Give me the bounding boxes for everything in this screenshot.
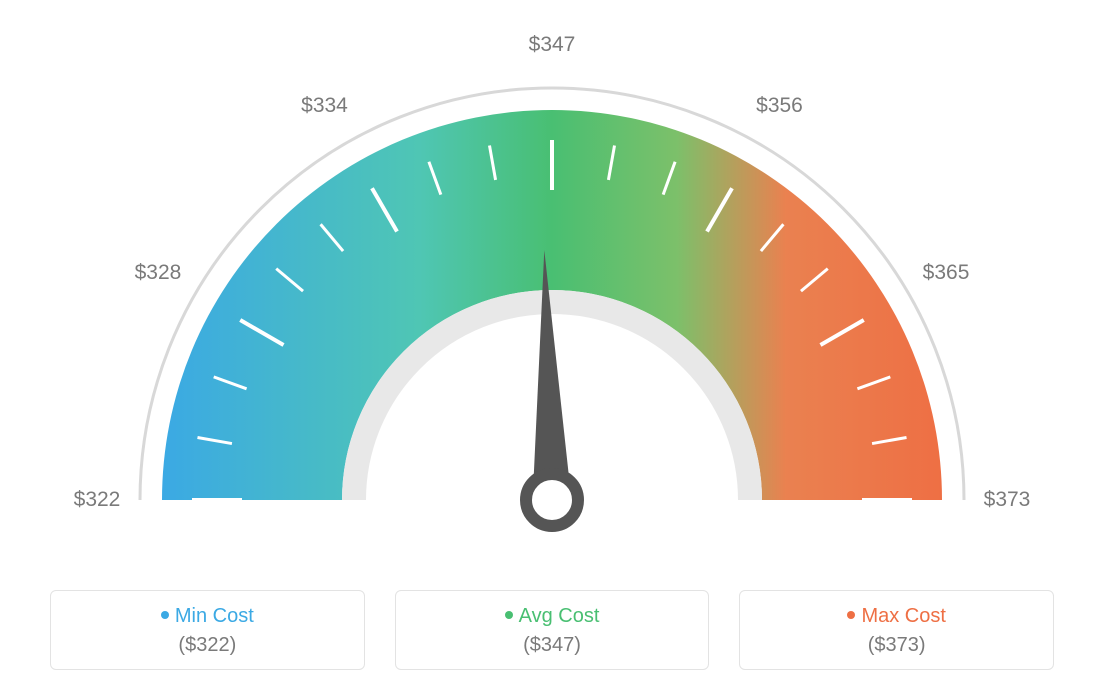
legend-row: Min Cost ($322) Avg Cost ($347) Max Cost…	[0, 590, 1104, 670]
legend-card-min: Min Cost ($322)	[50, 590, 365, 670]
legend-max-title: Max Cost	[750, 605, 1043, 628]
scale-label: $347	[529, 33, 576, 57]
legend-avg-label: Avg Cost	[519, 605, 600, 627]
dot-icon	[505, 611, 513, 619]
dot-icon	[161, 611, 169, 619]
legend-card-avg: Avg Cost ($347)	[395, 590, 710, 670]
gauge-area: $322 $328 $334 $347 $356 $365 $373	[0, 0, 1104, 560]
gauge-chart-container: $322 $328 $334 $347 $356 $365 $373 Min Cost ($…	[0, 0, 1104, 690]
legend-card-max: Max Cost ($373)	[739, 590, 1054, 670]
legend-min-label: Min Cost	[175, 605, 254, 627]
scale-label: $373	[984, 488, 1031, 512]
legend-min-value: ($322)	[61, 634, 354, 657]
legend-max-label: Max Cost	[861, 605, 945, 627]
scale-label: $322	[74, 488, 121, 512]
scale-label: $365	[923, 261, 970, 285]
scale-label: $356	[756, 94, 803, 118]
dot-icon	[847, 611, 855, 619]
scale-label: $328	[135, 261, 182, 285]
legend-avg-value: ($347)	[406, 634, 699, 657]
legend-avg-title: Avg Cost	[406, 605, 699, 628]
legend-max-value: ($373)	[750, 634, 1043, 657]
legend-min-title: Min Cost	[61, 605, 354, 628]
scale-label: $334	[301, 94, 348, 118]
